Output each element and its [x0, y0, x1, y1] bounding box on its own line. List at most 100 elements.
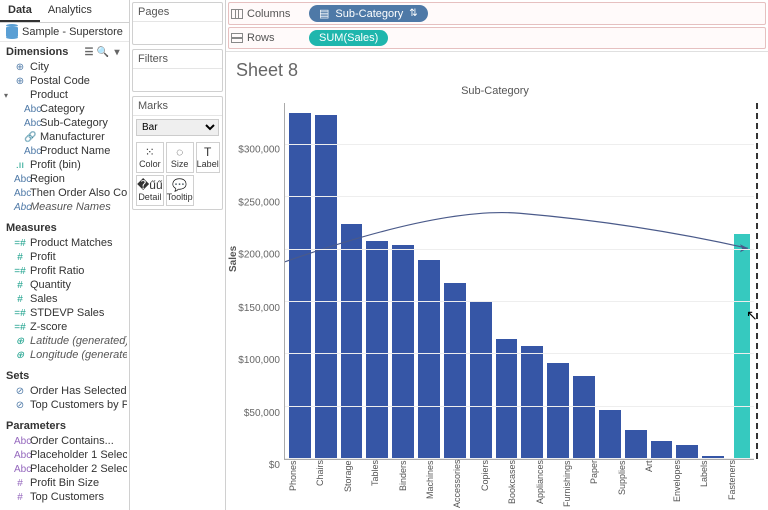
- field-item[interactable]: AbcProduct Name: [2, 144, 127, 158]
- drop-target-line: [756, 103, 758, 459]
- field-item[interactable]: AbcPlaceholder 2 Selector: [2, 462, 127, 476]
- bar[interactable]: [496, 339, 518, 459]
- bar[interactable]: [599, 410, 621, 459]
- field-label: Z-score: [30, 321, 67, 333]
- field-item[interactable]: ⊕Postal Code: [2, 74, 127, 88]
- field-type-icon: ⊘: [14, 400, 26, 411]
- bar[interactable]: [341, 224, 363, 459]
- bar[interactable]: [418, 260, 440, 459]
- field-item[interactable]: =# Profit Ratio: [2, 264, 127, 278]
- grid-line: [285, 249, 754, 250]
- x-tick-label: Chairs: [315, 460, 338, 510]
- field-type-icon: =#: [14, 266, 26, 277]
- field-item[interactable]: #Quantity: [2, 278, 127, 292]
- x-tick-label: Labels: [699, 460, 722, 510]
- data-tabs: Data Analytics: [0, 0, 129, 23]
- field-label: STDEVP Sales: [30, 307, 104, 319]
- filters-shelf[interactable]: Filters: [132, 49, 223, 92]
- x-tick-label: Storage: [343, 460, 366, 510]
- field-item[interactable]: #Profit: [2, 250, 127, 264]
- field-item[interactable]: =#STDEVP Sales: [2, 306, 127, 320]
- pages-shelf[interactable]: Pages: [132, 2, 223, 45]
- bar[interactable]: [444, 283, 466, 459]
- bar[interactable]: [676, 445, 698, 459]
- menu-icon[interactable]: ▾: [111, 46, 123, 58]
- search-icon[interactable]: 🔍: [97, 46, 109, 58]
- field-item[interactable]: #Profit Bin Size: [2, 476, 127, 490]
- field-item[interactable]: ⊘Top Customers by Profit: [2, 398, 127, 412]
- sheet-title[interactable]: Sheet 8: [226, 52, 768, 83]
- marks-type-select[interactable]: Bar: [136, 119, 219, 136]
- field-type-icon: ⊕: [14, 336, 26, 347]
- bar[interactable]: [573, 376, 595, 459]
- field-item[interactable]: #Sales: [2, 292, 127, 306]
- marks-tooltip-button[interactable]: 💬Tooltip: [166, 175, 194, 206]
- bar[interactable]: [392, 245, 414, 459]
- field-label: Longitude (generated): [30, 349, 127, 361]
- marks-color-button[interactable]: ⁙Color: [136, 142, 164, 173]
- field-type-icon: 🔗: [24, 132, 36, 143]
- field-item[interactable]: AbcPlaceholder 1 Selector: [2, 448, 127, 462]
- field-item[interactable]: =#Product Matches: [2, 236, 127, 250]
- field-item[interactable]: AbcMeasure Names: [2, 200, 127, 214]
- list-view-icon[interactable]: ☰: [83, 46, 95, 58]
- field-item[interactable]: AbcThen Order Also Con...: [2, 186, 127, 200]
- bar[interactable]: [625, 430, 647, 459]
- field-item[interactable]: #Top Customers: [2, 490, 127, 504]
- marks-detail-button[interactable]: �űűDetail: [136, 175, 164, 206]
- field-item[interactable]: .ııProfit (bin): [2, 158, 127, 172]
- marks-size-button[interactable]: ◌Size: [166, 142, 194, 173]
- marks-card: Marks Bar ⁙Color ◌Size TLabel �űűDetail …: [132, 96, 223, 210]
- field-type-icon: ⊘: [14, 386, 26, 397]
- columns-shelf[interactable]: Columns ▤ Sub-Category ⇅: [228, 2, 766, 25]
- tab-data[interactable]: Data: [0, 0, 40, 22]
- field-item[interactable]: =# Z-score: [2, 320, 127, 334]
- bar[interactable]: [470, 302, 492, 459]
- rows-shelf[interactable]: Rows SUM(Sales): [228, 27, 766, 49]
- chart-title: Sub-Category: [232, 83, 758, 99]
- plot-area[interactable]: [284, 103, 754, 460]
- marks-label-button[interactable]: TLabel: [196, 142, 220, 173]
- label-icon: T: [204, 146, 211, 158]
- y-tick-label: $250,000: [238, 197, 280, 198]
- field-item[interactable]: ⊕ Latitude (generated): [2, 334, 127, 348]
- rows-pill[interactable]: SUM(Sales): [309, 30, 388, 46]
- field-item[interactable]: AbcOrder Contains...: [2, 434, 127, 448]
- tooltip-icon: 💬: [172, 179, 187, 191]
- field-label: Measure Names: [30, 201, 111, 213]
- bar[interactable]: [289, 113, 311, 459]
- bar[interactable]: [315, 115, 337, 459]
- field-item[interactable]: ⊘Order Has Selected Pro...: [2, 384, 127, 398]
- field-item[interactable]: AbcRegion: [2, 172, 127, 186]
- x-tick-label: Bookcases: [507, 460, 530, 510]
- field-label: Manufacturer: [40, 131, 105, 143]
- bar[interactable]: [366, 241, 388, 459]
- color-icon: ⁙: [145, 146, 155, 158]
- field-label: Latitude (generated): [30, 335, 127, 347]
- field-type-icon: ⊕: [14, 62, 26, 73]
- sets-list: ⊘Order Has Selected Pro...⊘Top Customers…: [0, 384, 129, 416]
- field-label: Placeholder 2 Selector: [30, 463, 127, 475]
- y-tick-label: $200,000: [238, 250, 280, 251]
- x-tick-label: Machines: [425, 460, 448, 510]
- y-axis: Sales $0$50,000$100,000$150,000$200,000$…: [226, 103, 284, 460]
- field-item[interactable]: ⊕Longitude (generated): [2, 348, 127, 362]
- field-type-icon: =#: [14, 322, 26, 333]
- x-tick-label: Appliances: [535, 460, 558, 510]
- field-item[interactable]: AbcSub-Category: [2, 116, 127, 130]
- bar[interactable]: [651, 441, 673, 459]
- x-tick-label: Fasteners: [727, 460, 750, 510]
- field-type-icon: #: [14, 294, 26, 305]
- bar[interactable]: [547, 363, 569, 459]
- field-item[interactable]: 🔗 Manufacturer: [2, 130, 127, 144]
- field-label: Profit Ratio: [30, 265, 84, 277]
- datasource-row[interactable]: Sample - Superstore: [0, 23, 129, 42]
- tab-analytics[interactable]: Analytics: [40, 0, 100, 22]
- field-label: Profit: [30, 251, 56, 263]
- field-item[interactable]: Product: [2, 88, 127, 102]
- measures-list: =#Product Matches#Profit=#Profit Ratio#Q…: [0, 236, 129, 366]
- field-item[interactable]: AbcCategory: [2, 102, 127, 116]
- columns-pill[interactable]: ▤ Sub-Category ⇅: [309, 5, 428, 22]
- bar[interactable]: [521, 346, 543, 459]
- field-item[interactable]: ⊕City: [2, 60, 127, 74]
